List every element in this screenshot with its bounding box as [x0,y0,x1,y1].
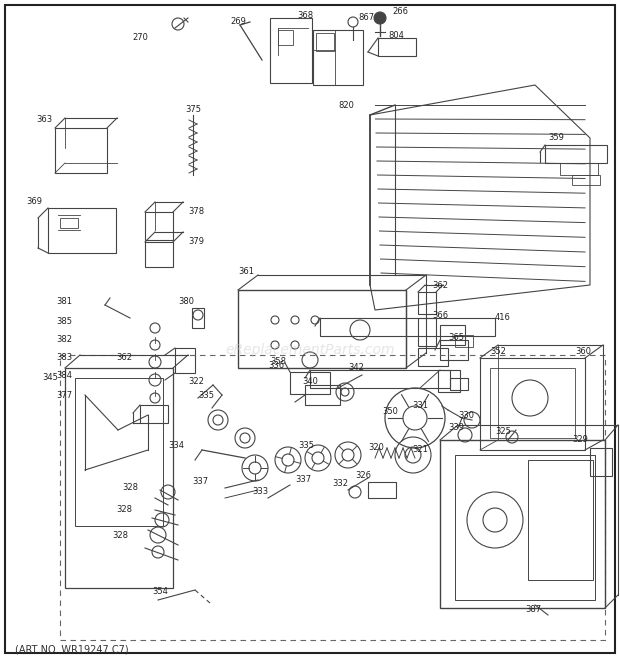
Text: 416: 416 [495,313,511,323]
Bar [418,292,436,314]
Text: 334: 334 [168,440,184,449]
Bar [316,33,334,51]
Text: 335: 335 [298,440,314,449]
Text: 336: 336 [268,360,284,369]
Text: 358: 358 [270,358,286,366]
Bar [55,128,107,173]
Bar [192,308,204,328]
Text: 368: 368 [297,11,313,20]
Text: 320: 320 [368,444,384,453]
Text: 387: 387 [525,605,541,615]
Text: 381: 381 [56,297,72,307]
Text: 362: 362 [116,354,132,362]
Text: (ART NO. WR19247 C7): (ART NO. WR19247 C7) [15,645,128,655]
Text: 820: 820 [338,100,354,110]
Bar [145,212,173,240]
Text: 365: 365 [448,334,464,342]
Text: 363: 363 [36,116,52,124]
Bar [418,348,448,366]
Text: 337: 337 [295,475,311,485]
Text: 340: 340 [302,377,318,387]
Text: 330: 330 [458,410,474,420]
Bar [305,385,340,405]
Text: 361: 361 [238,268,254,276]
Text: 359: 359 [548,134,564,143]
Bar [310,370,450,388]
Bar [313,30,363,85]
Text: 337: 337 [192,477,208,486]
Bar [545,145,607,163]
Bar [440,340,468,360]
Text: 352: 352 [490,348,506,356]
Bar [450,378,468,390]
Bar [440,325,465,345]
Text: 335: 335 [198,391,214,399]
Bar [320,318,495,336]
Circle shape [374,12,386,24]
Text: 350: 350 [382,407,398,416]
Bar [48,208,116,253]
Text: 804: 804 [388,30,404,40]
Text: 384: 384 [56,371,72,379]
Text: 322: 322 [188,377,204,387]
Text: 342: 342 [348,364,364,373]
Bar [418,318,436,346]
Bar [145,242,173,267]
Bar [572,175,600,185]
Text: 379: 379 [188,237,204,247]
Text: 326: 326 [355,471,371,479]
Bar [65,368,173,588]
Text: 328: 328 [122,483,138,492]
Text: 332: 332 [332,479,348,488]
Text: 385: 385 [56,317,72,327]
Bar [560,163,598,175]
Text: 382: 382 [56,336,72,344]
Text: 377: 377 [56,391,72,399]
Text: 375: 375 [185,106,201,114]
Bar [490,368,575,438]
Text: 366: 366 [432,311,448,319]
Text: eReplacementParts.com: eReplacementParts.com [225,343,395,357]
Text: 329: 329 [572,436,588,444]
Text: 378: 378 [188,208,204,217]
Text: 362: 362 [432,280,448,290]
Bar [455,455,595,600]
Text: 325: 325 [495,428,511,436]
Text: 369: 369 [26,198,42,206]
Bar [378,38,416,56]
Text: 345: 345 [42,373,58,383]
Bar [60,218,78,228]
Bar [480,358,585,450]
Bar [590,448,612,476]
Bar [238,290,406,368]
Bar [140,405,168,423]
Bar [278,30,293,45]
Bar [440,440,605,608]
Text: 266: 266 [392,7,408,17]
Text: 354: 354 [152,588,168,596]
Bar [528,460,593,580]
Text: 867: 867 [358,13,374,22]
Bar [438,370,460,392]
Text: 270: 270 [132,34,148,42]
Text: 339: 339 [448,424,464,432]
Bar [368,482,396,498]
Text: 328: 328 [112,531,128,539]
Bar [175,348,195,373]
Text: 321: 321 [412,446,428,455]
Text: 269: 269 [230,17,246,26]
Text: 333: 333 [252,488,268,496]
Text: 328: 328 [116,506,132,514]
Text: 360: 360 [575,348,591,356]
Text: 383: 383 [56,354,72,362]
Bar [75,378,163,526]
Bar [60,355,605,640]
Bar [455,335,473,347]
Text: 380: 380 [178,297,194,307]
Bar [290,372,330,394]
Bar [270,18,312,83]
Text: 331: 331 [412,401,428,410]
